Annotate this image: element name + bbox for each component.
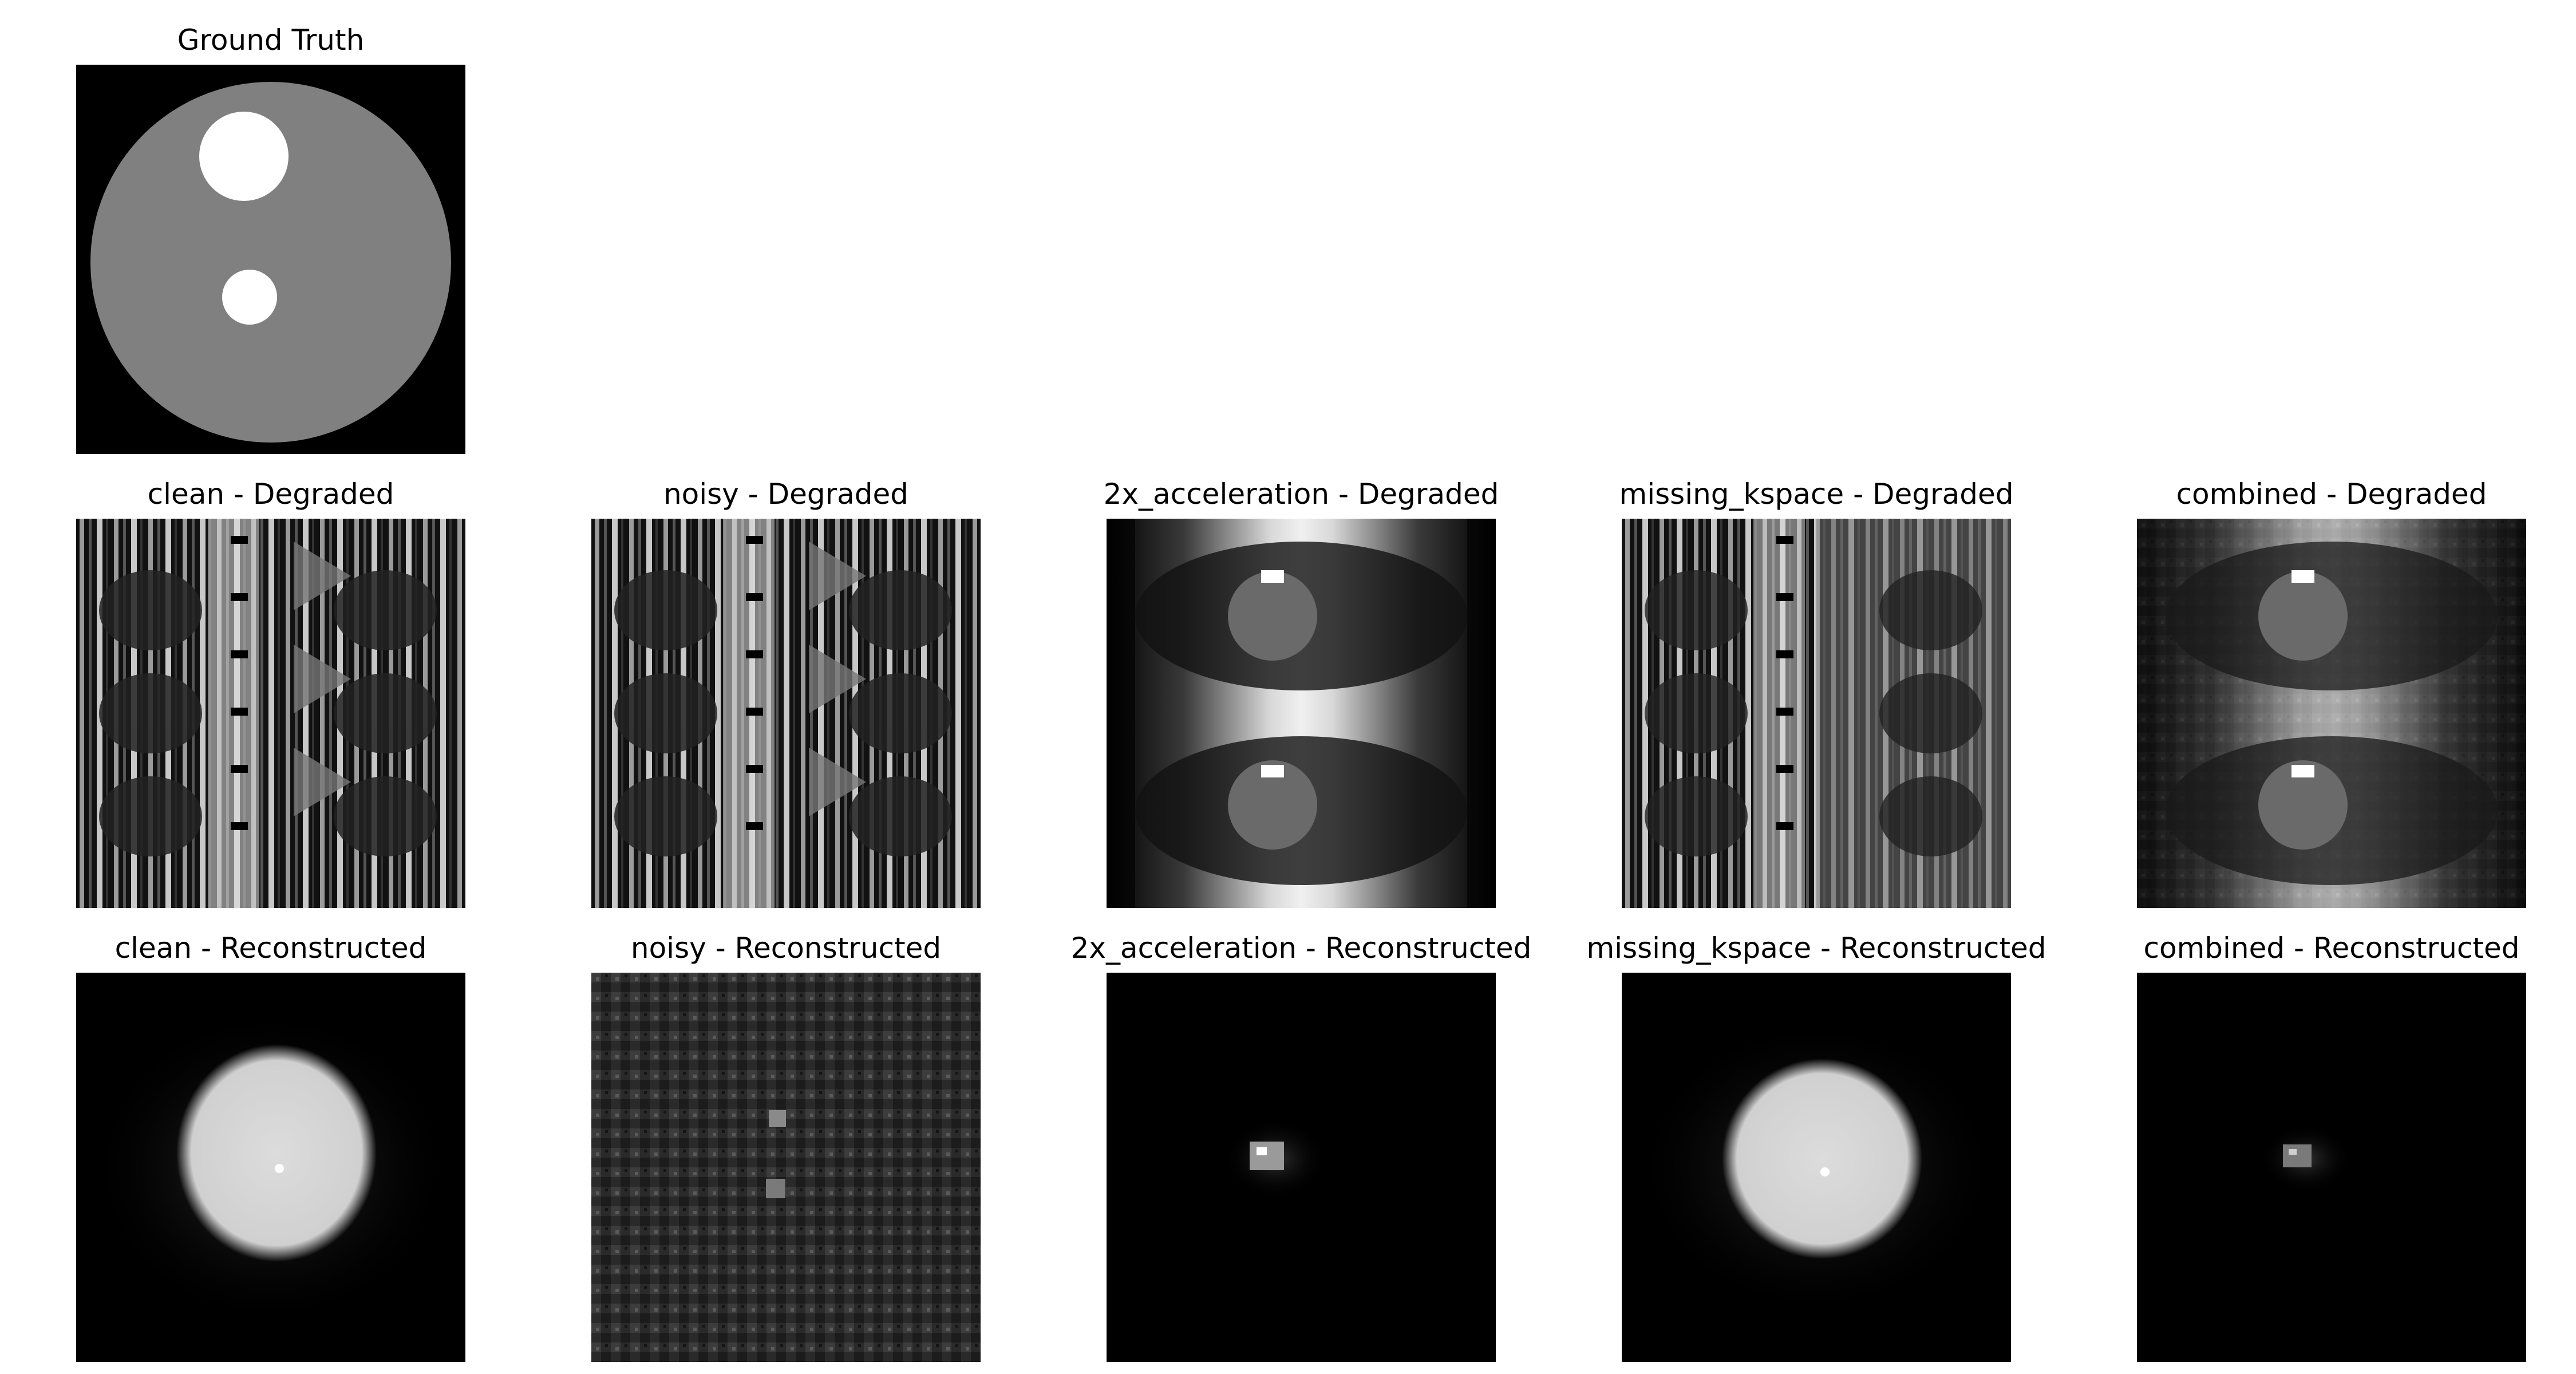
reconstructed-image-2x-acceleration [1107, 973, 1496, 1362]
reconstructed-title-2x-acceleration: 2x_acceleration - Reconstructed [1070, 931, 1532, 965]
degraded-title-noisy: noisy - Degraded [663, 477, 909, 511]
reconstructed-image-combined [2137, 973, 2526, 1362]
ground-truth-image [76, 65, 465, 454]
reconstructed-title-missing-kspace: missing_kspace - Reconstructed [1586, 931, 2046, 965]
reconstructed-title-clean: clean - Reconstructed [114, 931, 427, 965]
degraded-title-clean: clean - Degraded [147, 477, 394, 511]
degraded-title-2x-acceleration: 2x_acceleration - Degraded [1103, 477, 1499, 511]
reconstructed-image-noisy [591, 973, 981, 1362]
degraded-image-clean [76, 519, 465, 908]
reconstructed-image-missing-kspace [1622, 973, 2011, 1362]
reconstructed-image-clean [76, 973, 465, 1362]
reconstructed-title-combined: combined - Reconstructed [2143, 931, 2520, 965]
reconstructed-title-noisy: noisy - Reconstructed [630, 931, 942, 965]
ground-truth-title: Ground Truth [177, 23, 365, 57]
degraded-image-noisy [591, 519, 981, 908]
degraded-image-combined [2137, 519, 2526, 908]
degraded-image-missing-kspace [1622, 519, 2011, 908]
degraded-title-combined: combined - Degraded [2176, 477, 2487, 511]
degraded-image-2x-acceleration [1107, 519, 1496, 908]
degraded-title-missing-kspace: missing_kspace - Degraded [1619, 477, 2014, 511]
